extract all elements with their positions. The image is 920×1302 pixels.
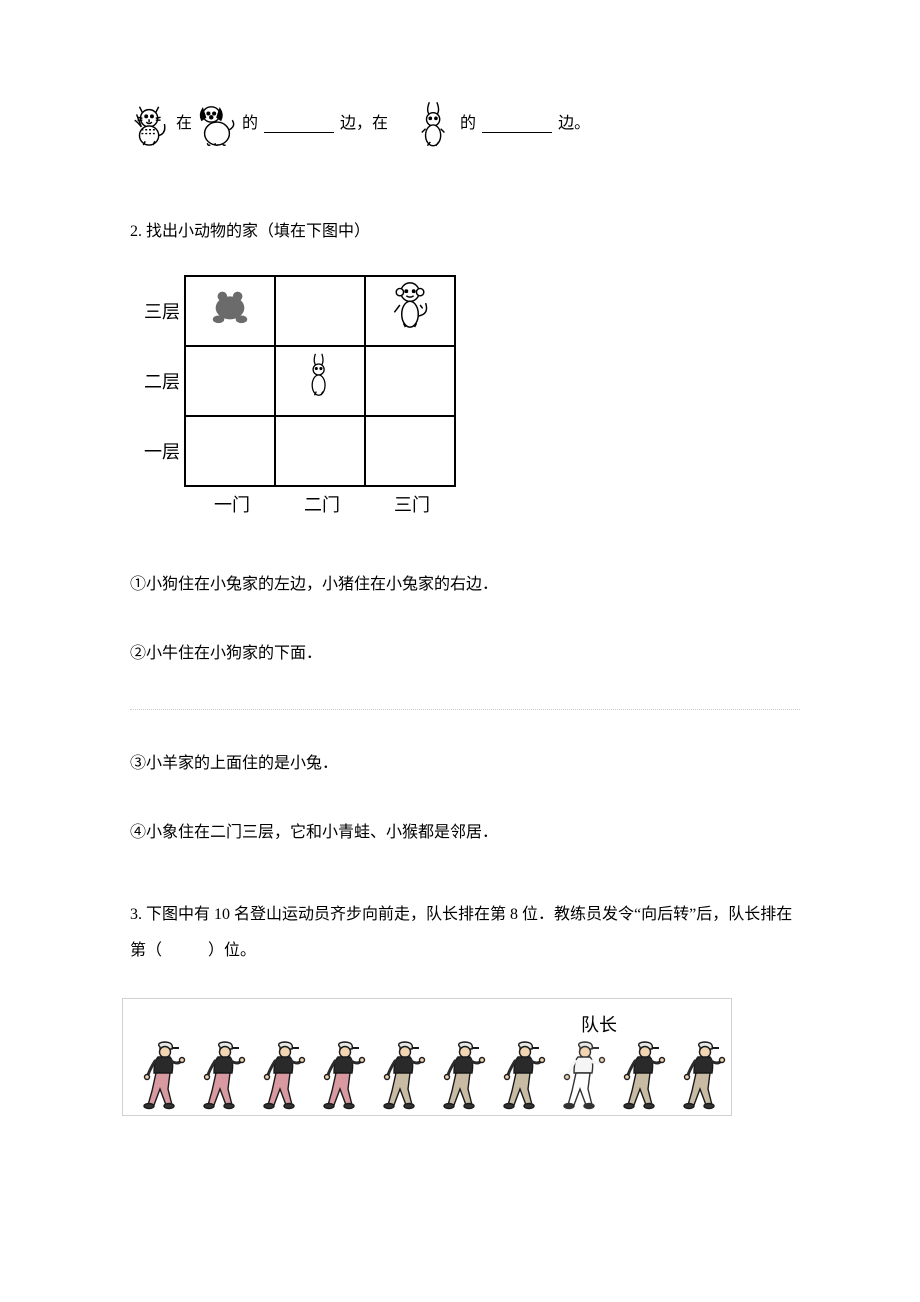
cell-r1c2[interactable] (274, 415, 366, 487)
dog-icon (196, 100, 238, 148)
cell-r3c3[interactable] (364, 275, 456, 347)
worksheet-page: 在 的 边，在 (0, 0, 920, 1156)
row-label-3: 三层 (130, 296, 186, 328)
q1-text-de1: 的 (242, 110, 258, 139)
col-label-2: 二门 (276, 489, 368, 521)
col-label-1: 一门 (186, 489, 278, 521)
q3-text-b: ）位。 (208, 942, 256, 959)
runner (317, 1039, 369, 1111)
grid-row-2: 二层 (130, 347, 800, 417)
cell-r3c2[interactable] (274, 275, 366, 347)
grid-row-1: 一层 (130, 417, 800, 487)
runner (197, 1039, 249, 1111)
q1-blank-1[interactable] (264, 115, 334, 133)
q1-text-de2: 的 (460, 110, 476, 139)
q1-blank-2[interactable] (482, 115, 552, 133)
cell-r3c1[interactable] (184, 275, 276, 347)
q2-statement-4: ④小象住在二门三层，它和小青蛙、小猴都是邻居． (130, 819, 800, 848)
q2-statement-2: ②小牛住在小狗家的下面． (130, 640, 800, 669)
q2-heading: 2. 找出小动物的家（填在下图中） (130, 218, 800, 247)
q1-text-bian2: 边。 (558, 110, 590, 139)
q3-text: 3. 下图中有 10 名登山运动员齐步向前走，队长排在第 8 位．教练员发令“向… (130, 897, 800, 967)
grid-col-labels: 一门 二门 三门 (186, 489, 800, 521)
monkey-icon (387, 279, 433, 342)
q1-sentence: 在 的 边，在 (130, 100, 800, 148)
runner (377, 1039, 429, 1111)
runner (617, 1039, 669, 1111)
cell-r2c3[interactable] (364, 345, 456, 417)
cell-r2c1[interactable] (184, 345, 276, 417)
grid-row-3: 三层 (130, 277, 800, 347)
q1-text-zai: 在 (176, 110, 192, 139)
cat-icon (130, 100, 172, 148)
row-label-2: 二层 (130, 366, 186, 398)
rabbit-small-icon (305, 352, 335, 409)
col-label-3: 三门 (366, 489, 458, 521)
runner (437, 1039, 489, 1111)
runners-row (137, 1039, 717, 1111)
runner-leader (557, 1039, 609, 1111)
animal-house-grid: 三层 (130, 277, 800, 521)
runner (677, 1039, 729, 1111)
q2-statement-3: ③小羊家的上面住的是小兔． (130, 750, 800, 779)
runner (497, 1039, 549, 1111)
leader-label: 队长 (137, 1009, 717, 1041)
runner (257, 1039, 309, 1111)
separator (130, 709, 800, 710)
row-label-1: 一层 (130, 436, 186, 468)
q1-text-bian1: 边，在 (340, 110, 388, 139)
frog-icon (206, 283, 254, 338)
cell-r1c3[interactable] (364, 415, 456, 487)
cell-r1c1[interactable] (184, 415, 276, 487)
cell-r2c2[interactable] (274, 345, 366, 417)
rabbit-icon (414, 100, 456, 148)
q2-statement-1: ①小狗住在小兔家的左边，小猪住在小兔家的右边． (130, 571, 800, 600)
runners-figure: 队长 (122, 998, 732, 1116)
runner (137, 1039, 189, 1111)
